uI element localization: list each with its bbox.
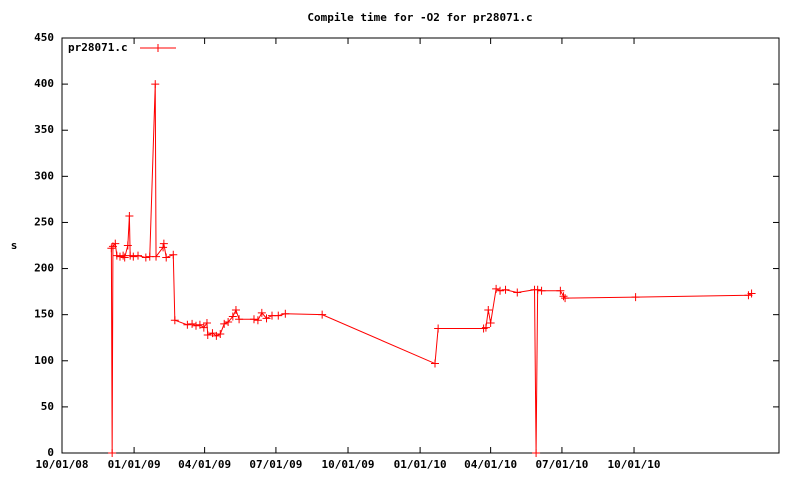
point-marker <box>235 315 244 324</box>
x-tick-label: 04/01/09 <box>178 458 231 471</box>
point-marker <box>274 311 283 320</box>
point-marker <box>151 80 160 89</box>
point-marker <box>533 285 542 294</box>
point-marker <box>228 312 237 321</box>
x-tick-label: 10/01/08 <box>36 458 89 471</box>
point-marker <box>152 252 161 261</box>
point-marker <box>430 359 439 368</box>
x-tick-label: 04/01/10 <box>464 458 517 471</box>
point-marker <box>191 321 200 330</box>
legend-label: pr28071.c <box>68 41 128 54</box>
point-marker <box>492 284 501 293</box>
y-tick-label: 350 <box>34 123 54 136</box>
point-marker <box>199 323 208 332</box>
point-marker <box>631 293 640 302</box>
point-marker <box>212 331 221 340</box>
point-marker <box>216 330 225 339</box>
point-marker <box>202 318 211 327</box>
point-marker <box>183 320 192 329</box>
x-tick-label: 10/01/10 <box>608 458 661 471</box>
x-tick-label: 01/01/10 <box>394 458 447 471</box>
point-marker <box>257 308 266 317</box>
chart-title: Compile time for -O2 for pr28071.c <box>307 11 532 24</box>
point-marker <box>188 319 197 328</box>
point-marker <box>224 318 233 327</box>
point-marker <box>496 286 505 295</box>
point-marker <box>559 292 568 301</box>
point-marker <box>220 319 229 328</box>
y-tick-label: 250 <box>34 215 54 228</box>
point-marker <box>119 251 128 260</box>
y-tick-label: 150 <box>34 308 54 321</box>
point-marker <box>486 318 495 327</box>
point-marker <box>123 241 132 250</box>
point-marker <box>434 324 443 333</box>
point-marker <box>162 253 171 262</box>
x-tick-label: 07/01/10 <box>535 458 588 471</box>
x-tick-label: 07/01/09 <box>249 458 302 471</box>
y-tick-label: 0 <box>47 446 54 459</box>
y-tick-label: 100 <box>34 354 54 367</box>
x-tick-label: 10/01/09 <box>322 458 375 471</box>
point-marker <box>107 244 116 253</box>
point-marker <box>747 289 756 298</box>
point-marker <box>537 286 546 295</box>
point-marker <box>134 251 143 260</box>
y-tick-label: 50 <box>41 400 54 413</box>
point-marker <box>484 306 493 315</box>
point-marker <box>120 253 129 262</box>
y-tick-label: 450 <box>34 31 54 44</box>
point-marker <box>129 252 138 261</box>
point-marker <box>561 294 570 303</box>
point-marker <box>513 288 522 297</box>
point-marker <box>170 316 179 325</box>
point-marker <box>111 239 120 248</box>
point-marker <box>532 449 541 457</box>
point-marker <box>253 316 262 325</box>
x-tick-label: 01/01/09 <box>108 458 161 471</box>
y-tick-label: 400 <box>34 77 54 90</box>
point-marker <box>141 253 150 262</box>
point-marker <box>159 239 168 248</box>
point-marker <box>249 315 258 324</box>
y-tick-label: 200 <box>34 262 54 275</box>
point-marker <box>125 211 134 220</box>
point-marker <box>108 449 117 457</box>
point-marker <box>318 310 327 319</box>
point-marker <box>159 243 168 252</box>
point-marker <box>481 323 490 332</box>
point-marker <box>501 285 510 294</box>
point-marker <box>169 250 178 259</box>
point-marker <box>281 309 290 318</box>
point-marker <box>262 314 271 323</box>
point-marker <box>556 286 565 295</box>
point-marker <box>231 306 240 315</box>
legend-marker <box>154 44 162 52</box>
y-axis-label: s <box>11 239 18 252</box>
point-marker <box>203 330 212 339</box>
y-tick-label: 300 <box>34 169 54 182</box>
